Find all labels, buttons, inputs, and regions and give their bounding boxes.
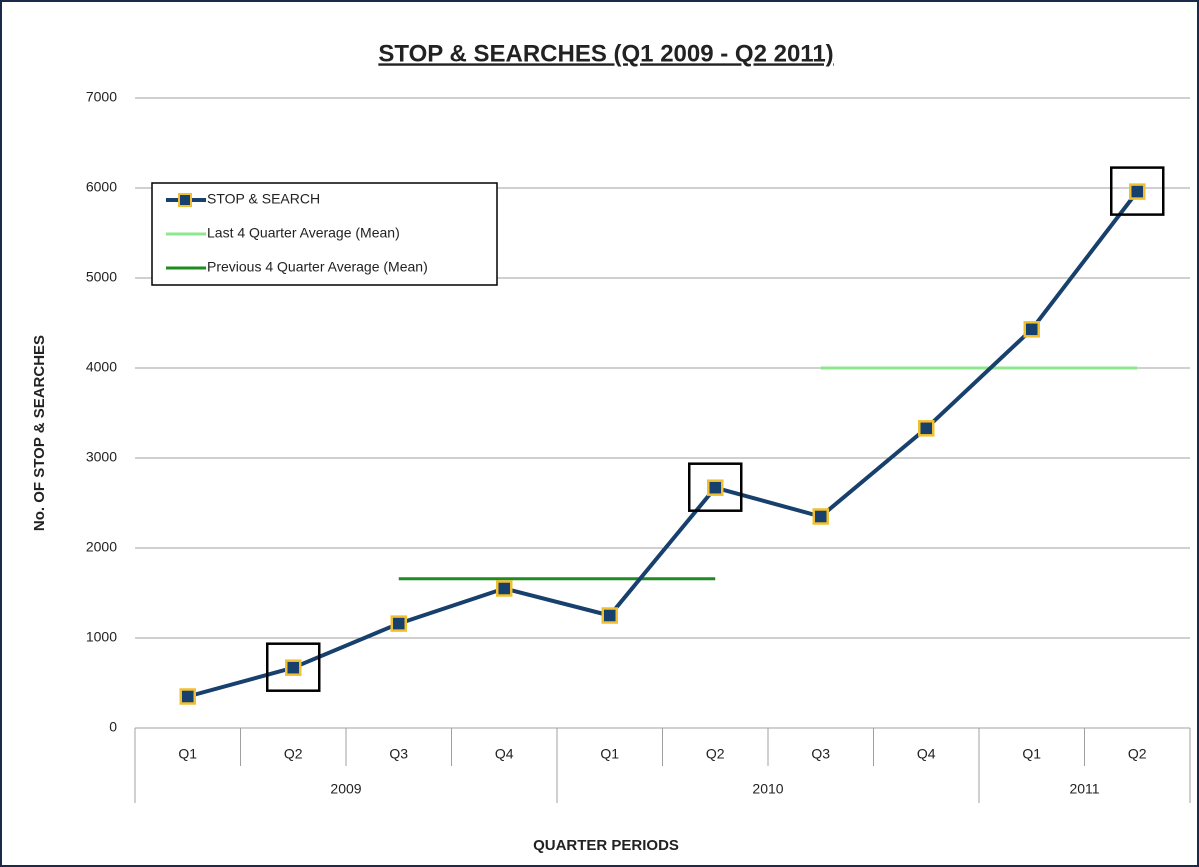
- highlight-box: [266, 642, 321, 692]
- highlight-box: [688, 462, 743, 512]
- y-tick-label: 0: [109, 719, 117, 735]
- x-axis-title: QUARTER PERIODS: [533, 837, 679, 854]
- marker: [812, 508, 829, 525]
- legend-box: [151, 182, 498, 286]
- group-label: 2010: [752, 781, 783, 797]
- legend-label: Last 4 Quarter Average (Mean): [207, 225, 400, 241]
- chart-title: STOP & SEARCHES (Q1 2009 - Q2 2011): [378, 40, 833, 67]
- y-tick-label: 1000: [86, 629, 117, 645]
- legend-marker: [178, 193, 192, 207]
- x-tick-label: Q2: [706, 746, 725, 762]
- x-tick-label: Q4: [495, 746, 514, 762]
- marker: [707, 479, 724, 496]
- y-tick-label: 5000: [86, 269, 117, 285]
- series-line: [187, 190, 1139, 699]
- x-tick-label: Q3: [811, 746, 830, 762]
- y-tick-label: 2000: [86, 539, 117, 555]
- x-tick-label: Q2: [1128, 746, 1147, 762]
- marker: [285, 659, 302, 676]
- marker: [179, 688, 196, 705]
- marker: [1129, 183, 1146, 200]
- y-axis-title: No. OF STOP & SEARCHES: [31, 335, 48, 531]
- marker: [496, 580, 513, 597]
- x-tick-label: Q3: [389, 746, 408, 762]
- y-tick-label: 3000: [86, 449, 117, 465]
- marker: [1023, 321, 1040, 338]
- marker: [601, 607, 618, 624]
- x-tick-label: Q1: [1022, 746, 1041, 762]
- y-tick-label: 6000: [86, 179, 117, 195]
- marker: [918, 420, 935, 437]
- legend-label: STOP & SEARCH: [207, 191, 320, 207]
- y-tick-label: 4000: [86, 359, 117, 375]
- x-tick-label: Q1: [178, 746, 197, 762]
- legend-label: Previous 4 Quarter Average (Mean): [207, 259, 428, 275]
- group-label: 2009: [330, 781, 361, 797]
- x-tick-label: Q1: [600, 746, 619, 762]
- y-tick-label: 7000: [86, 89, 117, 105]
- x-tick-label: Q4: [917, 746, 936, 762]
- group-label: 2011: [1069, 781, 1099, 797]
- x-tick-label: Q2: [284, 746, 303, 762]
- marker: [390, 615, 407, 632]
- highlight-box: [1110, 166, 1165, 216]
